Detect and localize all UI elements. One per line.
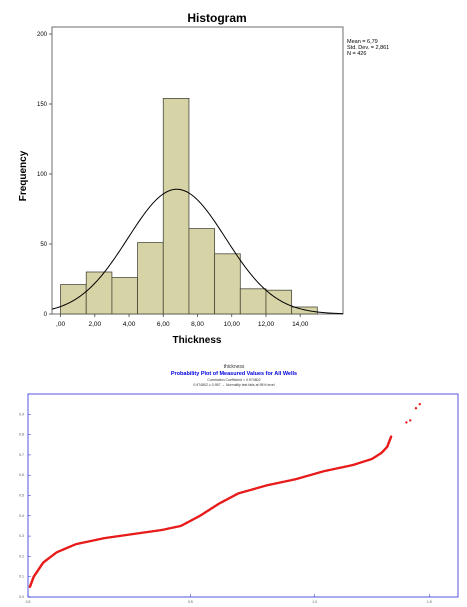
stats-line: Std. Dev. = 2,861 bbox=[347, 45, 389, 51]
x-tick-label: 10,00 bbox=[224, 321, 241, 328]
histogram-chart: Histogram Frequency Thickness Mean = 6,7… bbox=[18, 11, 389, 346]
stats-line: N = 426 bbox=[347, 51, 366, 57]
histogram-bar bbox=[162, 98, 190, 315]
pp-point bbox=[418, 402, 421, 406]
pp-y-tick-label: 0.2 bbox=[19, 554, 24, 558]
stats-line: Mean = 6,79 bbox=[347, 39, 378, 45]
x-axis-label: Thickness bbox=[173, 335, 222, 346]
probability-points bbox=[28, 402, 421, 589]
pp-point bbox=[414, 407, 418, 410]
pp-x-tick-label: 1.5 bbox=[427, 600, 432, 604]
pp-point bbox=[409, 419, 412, 422]
histogram-bar bbox=[188, 228, 216, 315]
x-tick-label: 4,00 bbox=[123, 321, 136, 328]
probability-plot-subtitle-1: Correlation Coefficient = 0.974802 bbox=[207, 378, 260, 382]
histogram-bar bbox=[291, 306, 318, 315]
pp-y-tick-label: 0.8 bbox=[19, 433, 24, 437]
y-tick-label: 150 bbox=[37, 102, 48, 108]
pp-y-tick-label: 0.6 bbox=[19, 473, 24, 477]
pp-x-tick-label: 0.5 bbox=[26, 600, 31, 604]
histogram-bar bbox=[265, 289, 293, 315]
x-tick-label: ,00 bbox=[56, 321, 65, 328]
pp-y-tick-label: 0.9 bbox=[19, 412, 24, 416]
histogram-bar bbox=[60, 284, 87, 315]
y-tick-label: 100 bbox=[37, 172, 48, 178]
pp-y-tick-label: 0.1 bbox=[19, 575, 24, 579]
histogram-bar bbox=[239, 288, 267, 315]
pp-point bbox=[389, 435, 393, 438]
histogram-bar bbox=[214, 253, 241, 315]
axis-ticks: 0 50 100 150 200 ,00 2,00 4,00 6,00 8,00 10,00 12,0… bbox=[37, 32, 309, 328]
x-tick-label: 2,00 bbox=[88, 321, 101, 328]
x-tick-label: 14,00 bbox=[292, 321, 309, 328]
probability-plot-title: Probability Plot of Measured Values for … bbox=[171, 371, 297, 377]
y-axis-label: Frequency bbox=[18, 150, 29, 201]
pp-x-tick-label: 1.0 bbox=[312, 600, 317, 604]
y-tick-label: 200 bbox=[37, 32, 48, 38]
y-tick-label: 0 bbox=[44, 312, 48, 318]
pp-y-tick-label: 0.0 bbox=[19, 595, 24, 599]
x-tick-label: 8,00 bbox=[191, 321, 204, 328]
normal-curve bbox=[51, 188, 344, 315]
histogram-bar bbox=[111, 277, 138, 315]
probability-plot-frame bbox=[27, 393, 459, 598]
probability-axis-ticks: 0.0 0.1 0.2 0.3 0.4 0.5 0.6 0.7 0.8 0.9 0.5 0.5 1.0 1… bbox=[19, 412, 432, 604]
x-tick-label: 6,00 bbox=[157, 321, 170, 328]
histogram-bars bbox=[60, 98, 318, 315]
histogram-title: Histogram bbox=[187, 11, 246, 25]
pp-x-tick-label: 0.5 bbox=[188, 600, 193, 604]
pp-y-tick-label: 0.7 bbox=[19, 453, 24, 457]
pp-y-tick-label: 0.4 bbox=[19, 514, 24, 518]
probability-plot-header: thickness bbox=[224, 364, 245, 370]
probability-plot-subtitle-2: 0.974802 ≥ 0.957 → Normality test fails … bbox=[193, 383, 275, 387]
y-tick-label: 50 bbox=[40, 242, 47, 248]
pp-point bbox=[405, 421, 408, 424]
probability-plot: thickness Probability Plot of Measured V… bbox=[19, 364, 459, 604]
x-tick-label: 12,00 bbox=[258, 321, 275, 328]
pp-y-tick-label: 0.5 bbox=[19, 494, 24, 498]
pp-y-tick-label: 0.3 bbox=[19, 534, 24, 538]
histogram-bar bbox=[137, 242, 164, 315]
